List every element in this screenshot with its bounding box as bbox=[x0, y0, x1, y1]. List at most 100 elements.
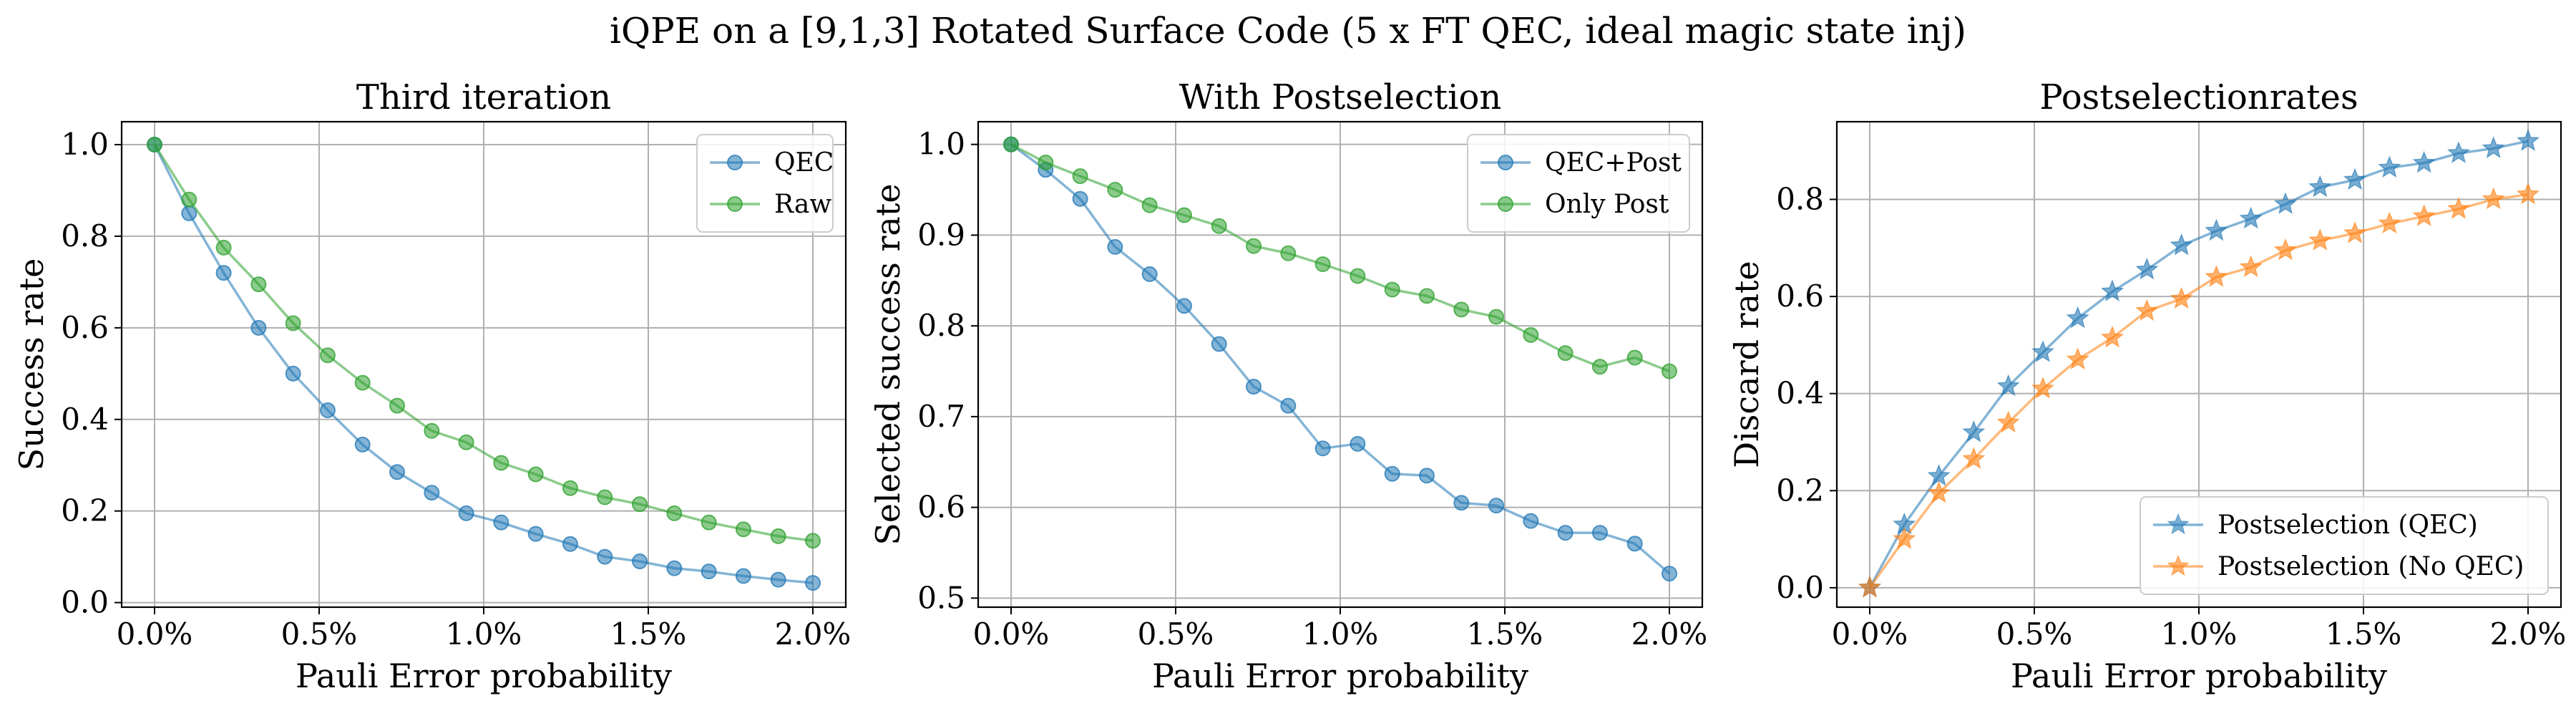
data-point bbox=[1453, 495, 1470, 511]
data-point bbox=[1927, 480, 1951, 503]
data-point bbox=[1211, 336, 1227, 352]
data-point bbox=[1962, 447, 1986, 469]
x-tick-label: 2.0% bbox=[775, 616, 852, 652]
data-point bbox=[2273, 192, 2298, 215]
y-tick-label: 1.0 bbox=[61, 127, 109, 162]
data-point bbox=[2135, 299, 2159, 321]
data-point bbox=[1453, 301, 1470, 318]
data-point bbox=[1280, 397, 1297, 414]
data-point bbox=[1107, 182, 1123, 198]
data-point bbox=[597, 489, 613, 505]
data-point bbox=[2170, 233, 2193, 256]
data-point bbox=[215, 265, 232, 281]
data-point bbox=[2031, 340, 2055, 362]
data-point bbox=[2412, 150, 2436, 173]
data-point bbox=[2308, 175, 2332, 198]
data-point bbox=[632, 496, 648, 513]
x-tick-label: 1.5% bbox=[1467, 616, 1543, 652]
data-point bbox=[632, 553, 648, 570]
x-tick-label: 0.0% bbox=[117, 616, 193, 652]
data-point bbox=[701, 563, 717, 580]
y-tick-label: 0.7 bbox=[917, 399, 965, 434]
data-point bbox=[250, 276, 267, 293]
y-tick-label: 0.2 bbox=[61, 493, 109, 528]
x-tick-label: 0.5% bbox=[1996, 616, 2073, 652]
data-point bbox=[1280, 245, 1297, 261]
y-axis-label: Selected success rate bbox=[869, 183, 907, 545]
data-point bbox=[1962, 420, 1986, 442]
legend-label: Only Post bbox=[1545, 190, 1669, 219]
x-tick-label: 1.5% bbox=[610, 616, 687, 652]
y-tick-label: 0.4 bbox=[1776, 376, 1824, 411]
data-point bbox=[2205, 264, 2228, 287]
data-point bbox=[1176, 298, 1192, 314]
data-point bbox=[770, 571, 786, 588]
legend-marker bbox=[727, 196, 743, 212]
data-point bbox=[805, 533, 821, 549]
y-tick-label: 0.0 bbox=[1776, 570, 1824, 605]
data-point bbox=[1314, 440, 1331, 457]
data-point bbox=[181, 191, 197, 208]
data-point bbox=[1350, 435, 1366, 452]
data-point bbox=[2482, 136, 2505, 159]
chart-panel-2: 0.0% 0.5% 1.0% 1.5% 2.0% 0.5 0.6 0.7 0.8 0.9 1.0 Wi… bbox=[869, 77, 1707, 695]
data-point bbox=[1141, 197, 1158, 213]
y-axis-label: Success rate bbox=[12, 258, 51, 471]
data-point bbox=[666, 560, 683, 576]
data-point bbox=[1003, 136, 1019, 153]
data-point bbox=[1893, 527, 1916, 549]
data-point bbox=[1038, 155, 1054, 171]
data-point bbox=[1072, 168, 1088, 185]
data-point bbox=[1591, 359, 1608, 375]
data-point bbox=[1557, 345, 1574, 362]
data-point bbox=[2170, 286, 2193, 309]
data-point bbox=[701, 514, 717, 531]
data-point bbox=[2066, 347, 2089, 370]
legend-marker bbox=[2167, 513, 2190, 535]
x-tick-label: 0.0% bbox=[1832, 616, 1908, 652]
chart-title: With Postselection bbox=[1179, 77, 1502, 117]
data-point bbox=[1418, 468, 1435, 484]
data-point bbox=[1626, 349, 1643, 366]
data-point bbox=[1350, 268, 1366, 284]
y-tick-label: 0.6 bbox=[917, 490, 965, 525]
data-point bbox=[458, 434, 474, 450]
y-tick-label: 0.9 bbox=[917, 217, 965, 252]
y-tick-label: 0.5 bbox=[917, 580, 965, 615]
data-point bbox=[354, 374, 371, 391]
data-point bbox=[2100, 279, 2124, 302]
data-point bbox=[2516, 129, 2540, 151]
data-point bbox=[2066, 306, 2089, 329]
data-point bbox=[285, 365, 301, 382]
x-tick-label: 1.0% bbox=[1302, 616, 1379, 652]
data-point bbox=[1996, 374, 2020, 397]
data-point bbox=[458, 505, 474, 521]
data-point bbox=[2031, 376, 2055, 399]
legend-label: QEC bbox=[774, 148, 834, 178]
data-point bbox=[770, 528, 786, 544]
data-point bbox=[1591, 525, 1608, 541]
legend-label: Postselection (No QEC) bbox=[2218, 552, 2524, 581]
data-point bbox=[1176, 207, 1192, 223]
legend: QEC Raw bbox=[696, 134, 834, 233]
data-point bbox=[1662, 566, 1677, 582]
data-point bbox=[1488, 498, 1505, 514]
data-point bbox=[597, 548, 613, 565]
x-tick-label: 1.5% bbox=[2326, 616, 2402, 652]
data-point bbox=[1072, 190, 1088, 207]
data-point bbox=[1384, 465, 1400, 482]
data-point bbox=[2343, 168, 2367, 190]
data-point bbox=[2135, 257, 2159, 280]
legend-marker bbox=[727, 155, 743, 170]
data-point bbox=[354, 436, 371, 453]
data-point bbox=[2446, 196, 2471, 219]
data-point bbox=[493, 514, 509, 531]
x-tick-label: 0.5% bbox=[1138, 616, 1214, 652]
data-point bbox=[666, 505, 683, 521]
y-tick-label: 0.6 bbox=[1776, 279, 1824, 314]
data-point bbox=[2516, 182, 2540, 205]
x-axis-label: Pauli Error probability bbox=[296, 657, 672, 695]
legend-box bbox=[2140, 496, 2549, 595]
legend-box bbox=[1467, 134, 1690, 233]
legend-label: Postselection (QEC) bbox=[2218, 511, 2478, 540]
